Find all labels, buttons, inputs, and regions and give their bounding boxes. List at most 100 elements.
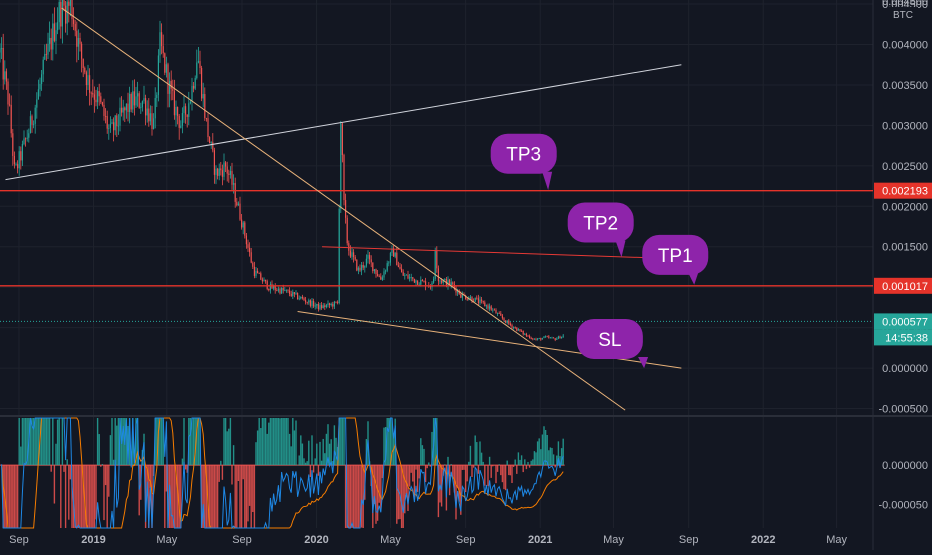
candle-body [172,88,174,91]
oscillator-bar [517,452,520,466]
oscillator-bar [44,418,46,466]
candle-body [484,302,486,307]
oscillator-bar [332,461,334,466]
candle-body [73,19,75,25]
candle-body [79,37,81,44]
oscillator-bar [546,434,548,466]
oscillator-bar [2,465,4,528]
candle-body [249,247,251,253]
time-tick-label: May [603,534,624,546]
oscillator-bar [503,465,505,490]
oscillator-bar [8,465,11,528]
oscillator-bar [26,418,28,466]
oscillator-bar [506,460,508,466]
candle-body [402,272,404,276]
candle-body [375,269,377,275]
oscillator-bar [352,465,355,528]
countdown-tag [874,329,932,346]
candle-body [378,276,380,277]
oscillator-bar [277,418,280,466]
candle-body [541,338,543,340]
candle-body [159,32,161,56]
oscillator-bar [68,465,70,520]
candle-body [127,103,129,112]
oscillator-bar [498,464,500,466]
candle-body [39,84,41,90]
oscillator-bar [380,465,382,510]
oscillator-bar [373,465,376,505]
candle-body [495,310,497,314]
oscillator-bar [482,461,484,466]
oscillator-pane [0,417,565,530]
candle-body [289,290,291,294]
candle-body [257,270,259,274]
candle-body [241,219,243,228]
oscillator-bar [279,418,281,466]
candle-body [442,279,444,283]
oscillator-bar [164,465,166,528]
oscillator-bar [293,430,296,466]
time-tick-label: May [826,534,847,546]
oscillator-bar [61,418,64,466]
candle-body [423,281,425,282]
candle-body [279,288,281,294]
candle-body [394,252,396,257]
candle-body [253,266,255,276]
oscillator-bar [192,418,195,466]
price-tag [874,182,932,199]
oscillator-bar [196,418,198,466]
oscillator-bar [303,458,305,466]
oscillator-bar [53,465,56,504]
oscillator-bar [468,461,470,466]
candle-body [548,336,550,338]
candle-body [415,280,417,283]
candle-body [457,290,459,293]
oscillator-bar [389,418,392,466]
candle-body [557,336,559,339]
oscillator-bar [205,465,208,528]
oscillator-tick-label: 0.000000 [882,460,928,472]
oscillator-bar [410,465,412,473]
candle-body [149,113,151,122]
candle-body [82,58,84,68]
candle-body [183,106,185,113]
annotation-tp3: TP3 [490,133,557,191]
oscillator-bar [472,465,475,468]
candle-body [546,336,548,338]
candle-body [209,137,211,144]
oscillator-bar [500,465,502,476]
candle-body [319,305,321,310]
candle-body [169,80,171,94]
candle-body [114,115,116,131]
oscillator-bar [304,462,307,466]
candle-body [47,43,49,55]
oscillator-bar [194,418,196,466]
oscillator-bar [165,465,168,492]
annotation-tp2: TP2 [567,202,634,258]
oscillator-bar [541,434,544,466]
candle-body [364,265,366,268]
candle-body [383,271,385,278]
oscillator-bar [538,438,540,466]
candle-body [455,287,457,293]
candle-body [37,89,39,100]
candle-body [215,168,217,175]
candle-body [431,282,433,288]
oscillator-bar [381,465,384,479]
oscillator-bar [23,418,25,466]
candle-body [101,102,103,105]
candle-body [538,338,540,340]
oscillator-bar [298,455,300,466]
candle-body [145,98,147,116]
oscillator-bar [202,465,204,528]
oscillator-bar [229,418,232,466]
oscillator-bar [391,418,393,466]
candle-body [298,298,300,300]
candle-body [497,313,499,314]
price-tag-label: 0.002193 [882,186,928,198]
candle-body [485,305,487,307]
candle-body [213,150,215,175]
oscillator-bar [101,464,104,466]
price-tick-label: 0.002000 [882,201,928,213]
